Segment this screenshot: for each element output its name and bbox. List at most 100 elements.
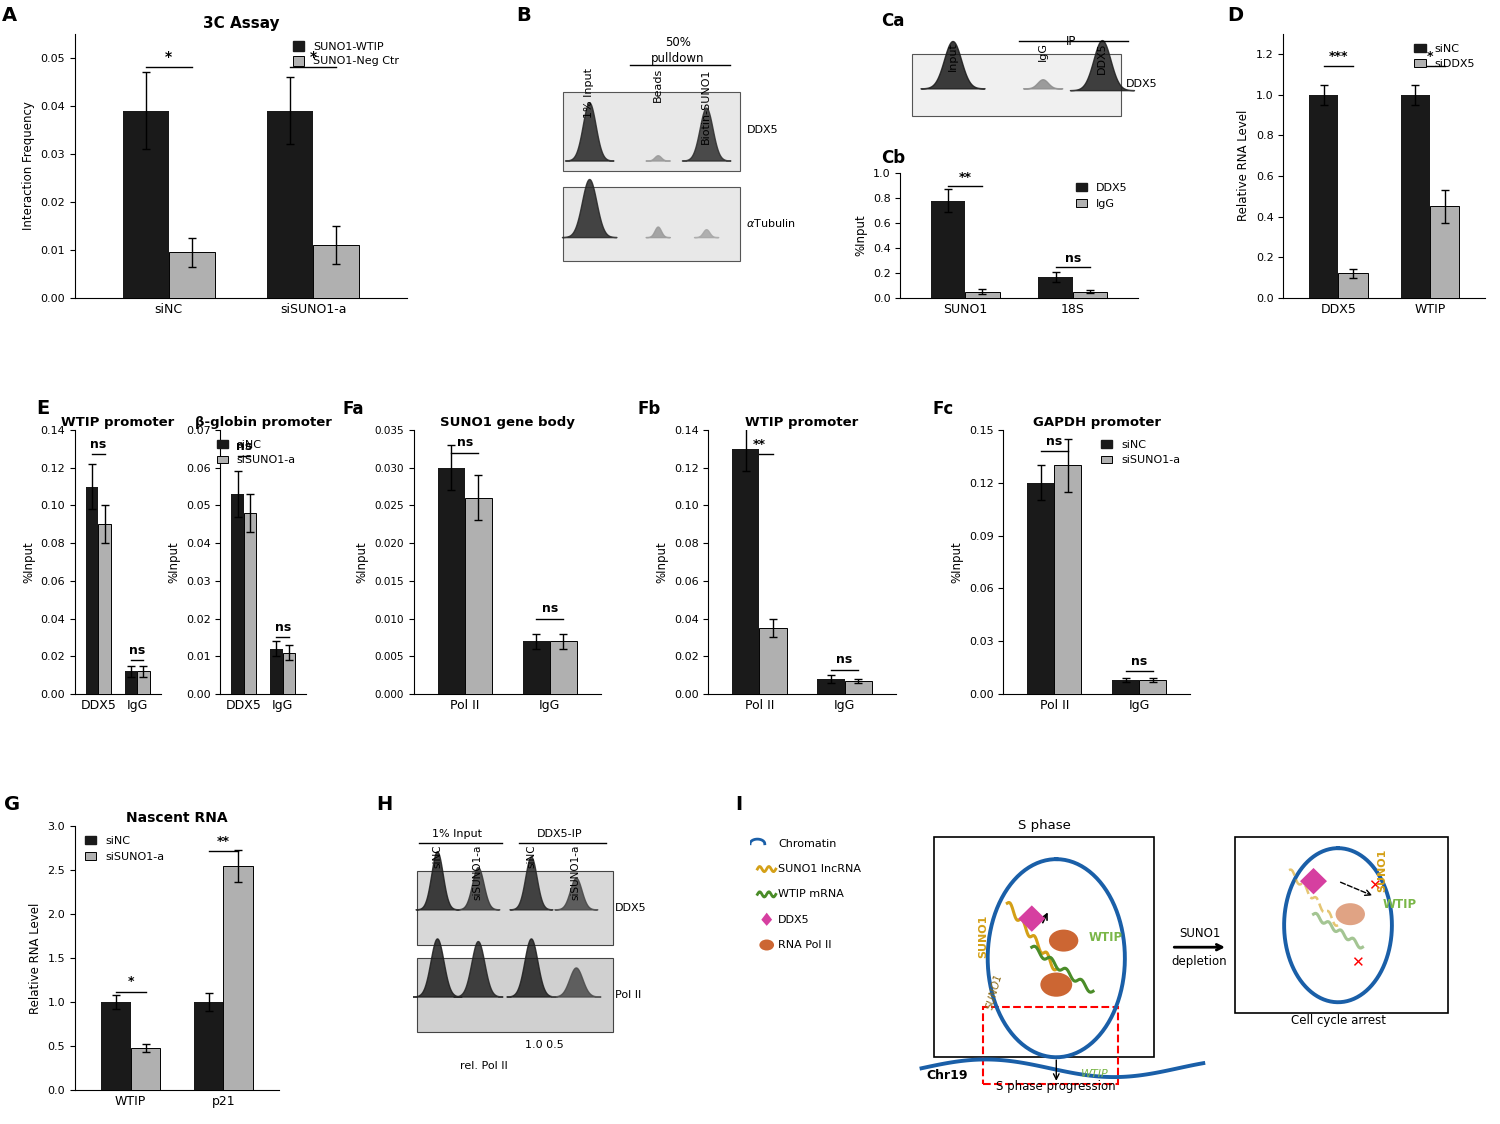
Bar <box>1140 680 1167 694</box>
Bar <box>1072 291 1107 298</box>
Text: IP: IP <box>1066 35 1077 47</box>
Text: Fa: Fa <box>342 400 364 418</box>
Text: Cell cycle arrest: Cell cycle arrest <box>1290 1014 1386 1027</box>
Bar <box>417 958 612 1032</box>
Bar <box>934 837 1155 1058</box>
Y-axis label: Relative RNA Level: Relative RNA Level <box>1238 110 1251 221</box>
Text: SUNO1: SUNO1 <box>1377 849 1388 891</box>
Bar <box>99 524 111 694</box>
Bar <box>1054 465 1082 694</box>
Bar <box>224 865 254 1090</box>
Bar <box>1338 273 1368 298</box>
Bar <box>1430 207 1460 298</box>
Bar <box>100 1003 130 1090</box>
Text: ✕: ✕ <box>1368 878 1382 894</box>
Text: pulldown: pulldown <box>651 52 705 65</box>
Text: ns: ns <box>1131 655 1148 668</box>
Text: DDX5: DDX5 <box>1096 42 1107 73</box>
Text: S phase: S phase <box>1017 818 1071 832</box>
Ellipse shape <box>1041 972 1072 997</box>
Bar <box>194 1003 224 1090</box>
Text: 1% Input: 1% Input <box>584 69 594 118</box>
Bar <box>1038 277 1072 298</box>
Y-axis label: %Input: %Input <box>950 541 963 583</box>
Text: rel. Pol II: rel. Pol II <box>460 1061 509 1071</box>
Y-axis label: %Input: %Input <box>855 215 867 256</box>
Text: ns: ns <box>236 441 252 453</box>
Text: Ca: Ca <box>882 12 904 30</box>
Title: 3C Assay: 3C Assay <box>202 16 279 31</box>
Y-axis label: %Input: %Input <box>168 541 180 583</box>
Y-axis label: %Input: %Input <box>22 541 34 583</box>
Text: SUNO1: SUNO1 <box>978 915 988 958</box>
Text: DDX5: DDX5 <box>778 915 810 925</box>
Title: β-globin promoter: β-globin promoter <box>195 416 332 428</box>
Legend: DDX5, IgG: DDX5, IgG <box>1071 179 1132 214</box>
Text: siNC: siNC <box>526 844 536 868</box>
Text: *: * <box>1426 51 1434 63</box>
Text: SUNO1: SUNO1 <box>986 972 1005 1010</box>
Text: DDX5-IP: DDX5-IP <box>537 828 582 839</box>
Bar <box>270 649 282 694</box>
Text: ✕: ✕ <box>1352 955 1364 970</box>
Legend: siNC, siSUNO1-a: siNC, siSUNO1-a <box>1096 435 1185 470</box>
Bar <box>170 252 214 298</box>
Text: ns: ns <box>456 436 472 450</box>
Ellipse shape <box>759 940 774 951</box>
Text: ns: ns <box>274 622 291 634</box>
Bar <box>1401 94 1429 298</box>
Text: IgG: IgG <box>1038 42 1047 61</box>
Bar <box>1234 837 1449 1013</box>
Text: ***: *** <box>1329 51 1348 63</box>
Text: **: ** <box>217 835 229 847</box>
Title: Nascent RNA: Nascent RNA <box>126 812 228 825</box>
Bar <box>818 679 844 694</box>
Text: ns: ns <box>1065 252 1082 265</box>
Bar <box>136 671 150 694</box>
Bar <box>562 92 741 171</box>
Text: ns: ns <box>129 644 146 656</box>
Text: depletion: depletion <box>1172 955 1227 968</box>
Text: 50%: 50% <box>664 36 692 49</box>
Polygon shape <box>1019 905 1046 932</box>
Bar <box>438 468 465 694</box>
Bar <box>124 671 136 694</box>
Text: ns: ns <box>90 438 106 452</box>
Text: WTIP mRNA: WTIP mRNA <box>778 889 844 899</box>
Text: G: G <box>3 796 20 814</box>
Bar <box>1028 483 1054 694</box>
Legend: siNC, siSUNO1-a: siNC, siSUNO1-a <box>213 435 300 470</box>
Text: Chr19: Chr19 <box>927 1069 968 1082</box>
Text: Input: Input <box>948 42 957 71</box>
Bar <box>267 110 314 298</box>
Bar <box>417 871 612 945</box>
Title: GAPDH promoter: GAPDH promoter <box>1032 416 1161 428</box>
Bar <box>1310 94 1338 298</box>
Text: RNA Pol II: RNA Pol II <box>778 940 831 950</box>
Text: B: B <box>516 6 531 25</box>
Text: DDX5: DDX5 <box>747 125 778 135</box>
Bar <box>130 1048 160 1090</box>
Bar <box>123 110 170 298</box>
Text: *: * <box>309 51 316 64</box>
Bar <box>732 448 759 694</box>
Text: siNC: siNC <box>432 844 442 868</box>
Text: Fb: Fb <box>638 400 660 418</box>
Text: ns: ns <box>837 653 852 667</box>
Bar <box>522 641 550 694</box>
Text: *: * <box>165 51 172 64</box>
Y-axis label: %Input: %Input <box>656 541 669 583</box>
Text: DDX5: DDX5 <box>1125 79 1158 89</box>
Text: SUNO1 lncRNA: SUNO1 lncRNA <box>778 864 861 874</box>
Text: Beads: Beads <box>652 69 663 102</box>
Ellipse shape <box>1335 904 1365 925</box>
Text: WTIP: WTIP <box>1088 931 1122 944</box>
Text: ns: ns <box>542 602 558 616</box>
Y-axis label: Interaction Frequency: Interaction Frequency <box>22 101 34 230</box>
Bar <box>964 291 999 298</box>
Title: WTIP promoter: WTIP promoter <box>62 416 174 428</box>
Text: Biotin-SUNO1: Biotin-SUNO1 <box>700 69 711 144</box>
Bar <box>759 628 786 694</box>
Bar <box>231 495 244 694</box>
Text: DDX5: DDX5 <box>615 903 646 913</box>
